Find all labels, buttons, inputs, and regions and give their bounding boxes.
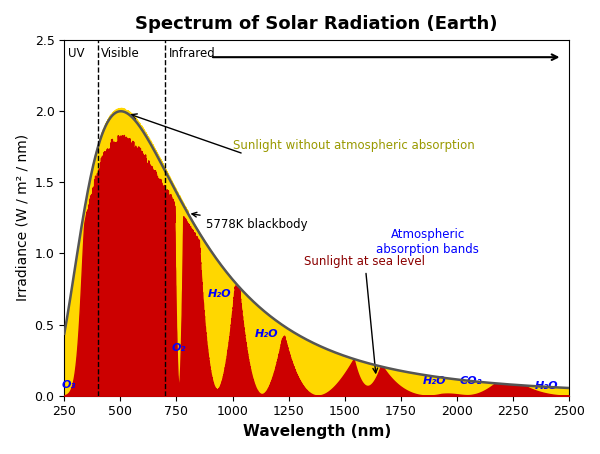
Text: H₂O: H₂O: [254, 329, 278, 339]
Title: Spectrum of Solar Radiation (Earth): Spectrum of Solar Radiation (Earth): [136, 15, 498, 33]
Text: Atmospheric
absorption bands: Atmospheric absorption bands: [376, 228, 479, 257]
Text: Visible: Visible: [101, 47, 140, 60]
Text: H₂O: H₂O: [535, 381, 559, 391]
Text: Sunlight at sea level: Sunlight at sea level: [304, 255, 425, 373]
Text: H₂O: H₂O: [207, 289, 231, 299]
Y-axis label: Irradiance (W / m² / nm): Irradiance (W / m² / nm): [15, 134, 29, 301]
Text: H₂O: H₂O: [422, 376, 446, 386]
Text: Infrared: Infrared: [169, 47, 215, 60]
Text: CO₂: CO₂: [459, 376, 482, 386]
Text: 5778K blackbody: 5778K blackbody: [192, 212, 307, 231]
Text: O₂: O₂: [172, 343, 186, 353]
Text: UV: UV: [68, 47, 84, 60]
Text: O₃: O₃: [62, 380, 76, 390]
Text: Sunlight without atmospheric absorption: Sunlight without atmospheric absorption: [233, 139, 474, 152]
X-axis label: Wavelength (nm): Wavelength (nm): [242, 424, 391, 439]
